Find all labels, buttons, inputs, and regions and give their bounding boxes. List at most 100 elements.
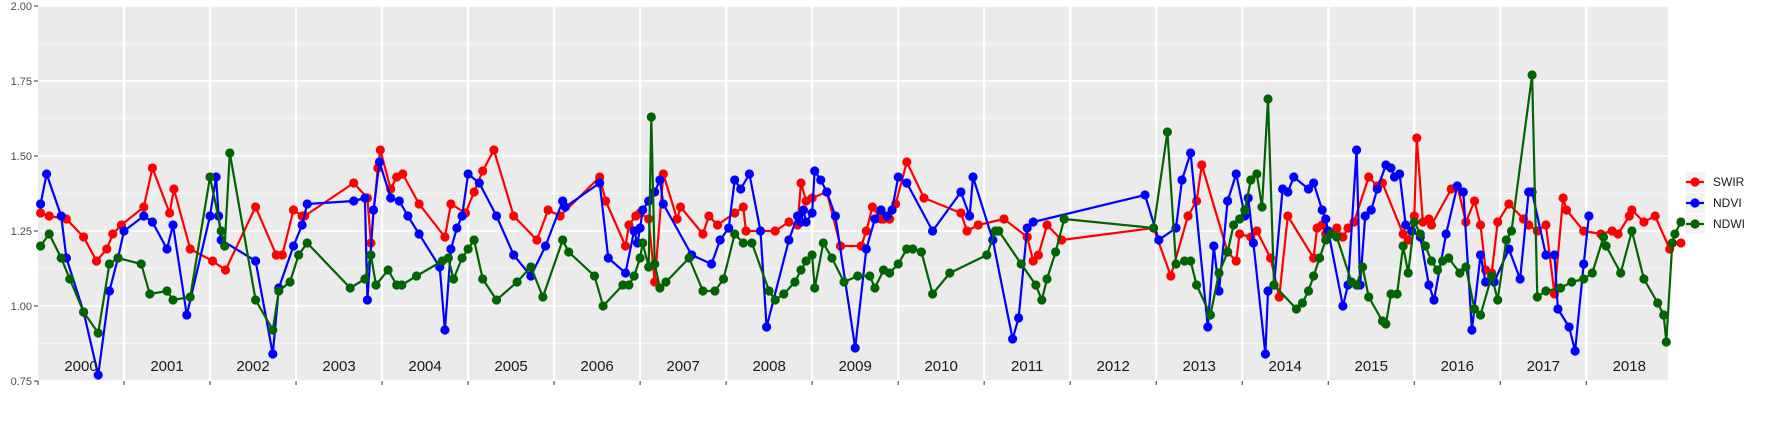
data-point bbox=[1627, 205, 1637, 215]
data-point bbox=[1469, 196, 1480, 206]
data-point bbox=[1364, 292, 1374, 302]
data-point bbox=[1042, 220, 1052, 230]
year-label: 2006 bbox=[580, 358, 613, 375]
data-point bbox=[1140, 190, 1150, 200]
data-point bbox=[790, 277, 800, 287]
data-point bbox=[624, 280, 634, 290]
data-point bbox=[360, 193, 370, 203]
data-point bbox=[736, 184, 746, 194]
data-point bbox=[457, 211, 467, 221]
data-point bbox=[1555, 283, 1566, 293]
data-point bbox=[704, 211, 714, 221]
year-labels: 2000 2001 2002 2003 2004 2005 2006 2007 2008 2009… bbox=[64, 358, 1646, 375]
data-point bbox=[928, 289, 938, 299]
data-point bbox=[1008, 334, 1018, 344]
year-label: 2005 bbox=[494, 358, 527, 375]
data-point bbox=[532, 235, 542, 245]
data-point bbox=[1166, 271, 1176, 281]
data-point bbox=[1584, 211, 1594, 221]
year-label: 2017 bbox=[1527, 358, 1560, 375]
data-point bbox=[268, 325, 278, 335]
data-point bbox=[1432, 265, 1443, 275]
data-point bbox=[79, 232, 89, 242]
data-point bbox=[801, 256, 811, 266]
data-point bbox=[1412, 133, 1422, 143]
year-label: 2007 bbox=[666, 358, 699, 375]
data-point bbox=[558, 235, 568, 245]
x-axis bbox=[37, 381, 1587, 385]
data-point bbox=[1203, 322, 1213, 332]
data-point bbox=[1162, 127, 1172, 137]
data-point bbox=[1352, 145, 1362, 155]
data-point bbox=[655, 175, 665, 185]
data-point bbox=[853, 271, 863, 281]
data-point bbox=[1381, 319, 1391, 329]
data-point bbox=[1659, 310, 1669, 320]
data-point bbox=[1455, 268, 1465, 278]
data-point bbox=[1493, 295, 1503, 305]
data-point bbox=[1667, 238, 1677, 248]
data-point bbox=[1289, 172, 1299, 182]
data-point bbox=[1315, 253, 1325, 263]
data-point bbox=[661, 277, 671, 287]
data-point bbox=[478, 274, 488, 284]
data-point bbox=[902, 178, 912, 188]
data-point bbox=[1186, 256, 1196, 266]
data-point bbox=[822, 187, 832, 197]
data-point bbox=[185, 244, 195, 254]
data-point bbox=[1487, 271, 1497, 281]
data-point bbox=[1613, 229, 1623, 239]
data-point bbox=[830, 211, 841, 221]
data-point bbox=[1297, 298, 1307, 308]
data-point bbox=[928, 226, 938, 236]
data-point bbox=[145, 289, 155, 299]
data-point bbox=[620, 241, 631, 251]
data-point bbox=[589, 271, 600, 281]
data-point bbox=[646, 112, 656, 122]
y-tick-label: 0.75 bbox=[11, 376, 32, 388]
data-point bbox=[908, 244, 918, 254]
data-point bbox=[139, 211, 149, 221]
data-point bbox=[1676, 238, 1686, 248]
data-point bbox=[1360, 211, 1370, 221]
data-point bbox=[349, 178, 359, 188]
y-tick-label: 2.00 bbox=[11, 1, 32, 13]
data-point bbox=[1283, 187, 1293, 197]
data-point bbox=[285, 277, 295, 287]
data-point bbox=[1424, 280, 1434, 290]
data-point bbox=[1398, 241, 1408, 251]
legend-label: NDWI bbox=[1713, 217, 1745, 231]
data-point bbox=[1409, 217, 1419, 227]
data-point bbox=[962, 226, 972, 236]
data-point bbox=[1386, 163, 1396, 173]
data-point bbox=[1395, 169, 1405, 179]
data-point bbox=[368, 205, 379, 215]
data-point bbox=[744, 169, 755, 179]
data-point bbox=[108, 229, 118, 239]
data-point bbox=[564, 247, 574, 257]
data-point bbox=[205, 172, 215, 182]
y-tick-label: 1.75 bbox=[11, 76, 32, 88]
data-point bbox=[1532, 292, 1542, 302]
data-point bbox=[1579, 259, 1589, 269]
year-label: 2015 bbox=[1355, 358, 1388, 375]
data-point bbox=[162, 286, 172, 296]
data-point bbox=[1186, 148, 1196, 158]
data-point bbox=[1567, 277, 1577, 287]
data-point bbox=[463, 244, 473, 254]
data-point bbox=[779, 289, 789, 299]
y-tick-label: 1.50 bbox=[11, 151, 32, 163]
data-point bbox=[764, 286, 774, 296]
data-point bbox=[1059, 214, 1069, 224]
data-point bbox=[463, 169, 473, 179]
data-point bbox=[1661, 337, 1671, 347]
data-point bbox=[1653, 298, 1663, 308]
data-point bbox=[658, 199, 668, 209]
data-point bbox=[371, 280, 381, 290]
data-point bbox=[79, 307, 89, 317]
data-point bbox=[65, 274, 75, 284]
data-point bbox=[770, 295, 780, 305]
data-point bbox=[1051, 247, 1061, 257]
data-point bbox=[1014, 313, 1024, 323]
data-point bbox=[1549, 250, 1560, 260]
